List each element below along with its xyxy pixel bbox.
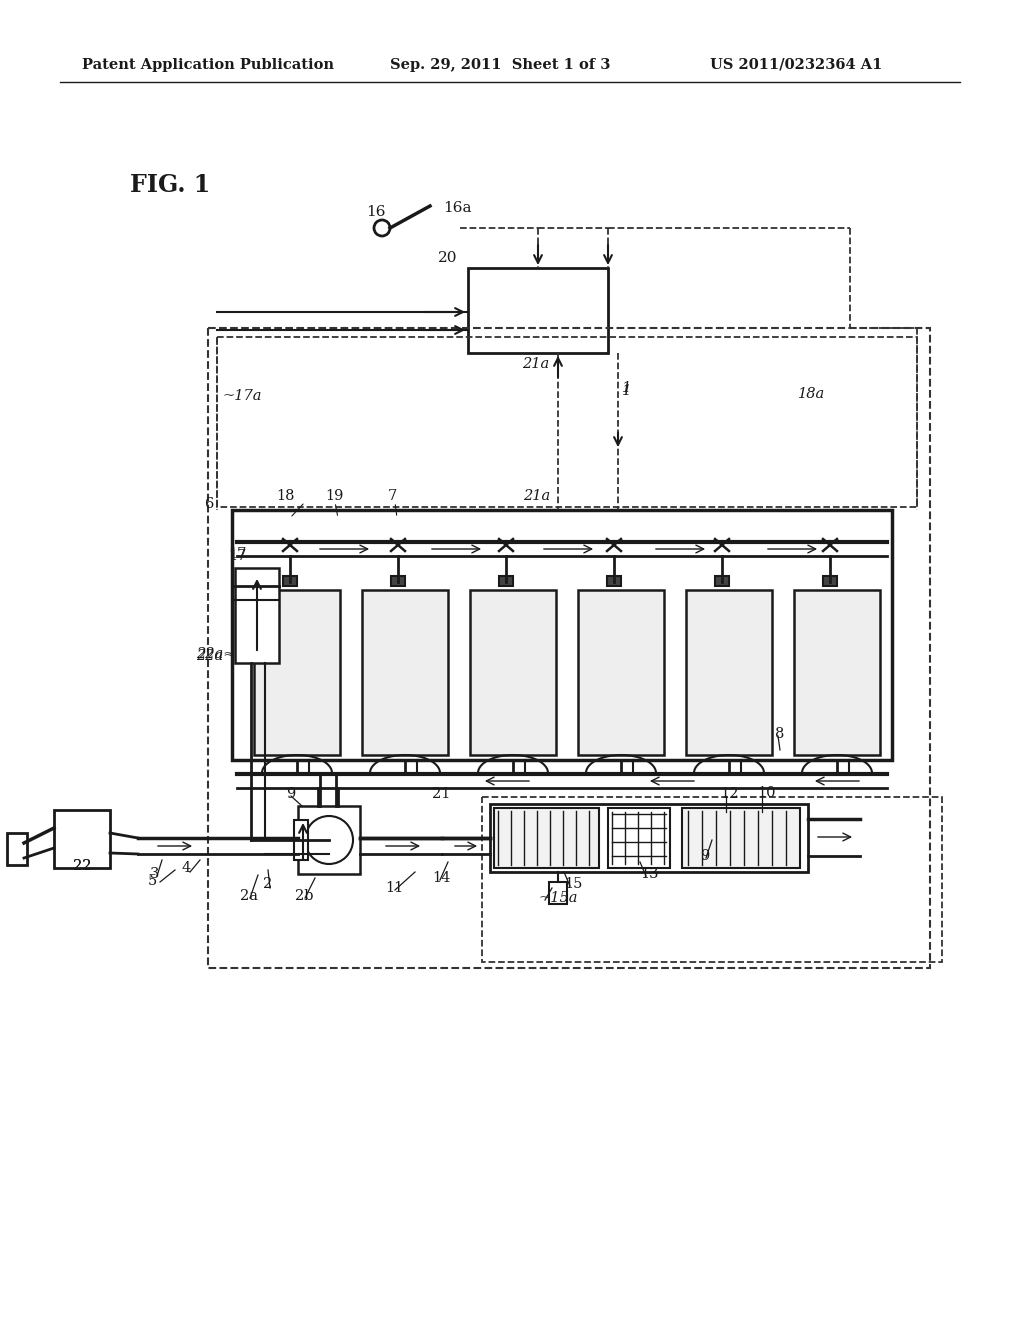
Bar <box>254 590 340 755</box>
Text: 22a~: 22a~ <box>196 647 236 661</box>
Bar <box>482 797 942 962</box>
Text: 10: 10 <box>757 785 775 800</box>
Text: 18: 18 <box>276 488 295 503</box>
Bar <box>494 808 599 869</box>
Text: 21: 21 <box>432 787 451 801</box>
Text: 22: 22 <box>73 859 91 873</box>
Text: Patent Application Publication: Patent Application Publication <box>82 58 334 73</box>
Text: 15: 15 <box>564 876 583 891</box>
Text: US 2011/0232364 A1: US 2011/0232364 A1 <box>710 58 883 73</box>
Bar <box>391 576 406 586</box>
Text: 12: 12 <box>720 787 738 801</box>
Text: 2a: 2a <box>240 888 258 903</box>
Text: 1: 1 <box>622 384 632 399</box>
Text: ~17a: ~17a <box>222 389 261 403</box>
Bar <box>294 820 308 861</box>
Bar <box>54 810 110 869</box>
Text: FIG. 1: FIG. 1 <box>130 173 210 197</box>
Text: 16a: 16a <box>443 201 471 215</box>
Circle shape <box>374 220 390 236</box>
Text: 13: 13 <box>640 867 658 880</box>
Text: 17: 17 <box>228 546 247 561</box>
Bar <box>578 590 664 755</box>
Text: 8: 8 <box>775 727 784 741</box>
Text: 2b: 2b <box>295 888 313 903</box>
Text: 9: 9 <box>286 787 295 801</box>
Bar <box>490 804 808 873</box>
Text: ~15a: ~15a <box>538 891 578 906</box>
Bar <box>298 807 360 874</box>
Bar <box>794 590 880 755</box>
Text: 2: 2 <box>263 876 272 891</box>
Text: 18a: 18a <box>798 387 825 401</box>
Bar <box>232 510 892 760</box>
Bar <box>208 327 930 968</box>
Text: 7: 7 <box>388 488 397 503</box>
Circle shape <box>305 816 353 865</box>
Text: 20: 20 <box>438 251 458 265</box>
Text: 19: 19 <box>325 488 343 503</box>
Text: Sep. 29, 2011  Sheet 1 of 3: Sep. 29, 2011 Sheet 1 of 3 <box>390 58 610 73</box>
Text: 16: 16 <box>366 205 385 219</box>
Text: 5: 5 <box>148 874 158 888</box>
Text: 22: 22 <box>73 859 91 873</box>
Bar <box>470 590 556 755</box>
Bar <box>823 576 837 586</box>
Bar <box>217 337 918 507</box>
Bar <box>686 590 772 755</box>
Bar <box>234 568 279 663</box>
Text: 6: 6 <box>205 498 214 511</box>
Text: 17: 17 <box>228 549 247 564</box>
Text: 14: 14 <box>432 871 451 884</box>
Text: 4: 4 <box>182 861 191 875</box>
Bar <box>715 576 729 586</box>
Bar <box>283 576 297 586</box>
Text: 1: 1 <box>622 381 631 395</box>
Bar <box>549 882 567 904</box>
Bar <box>468 268 608 352</box>
Bar <box>607 576 621 586</box>
Bar <box>7 833 27 865</box>
Bar <box>608 808 670 869</box>
Text: 21a: 21a <box>523 488 550 503</box>
Bar <box>499 576 513 586</box>
Text: 9: 9 <box>700 849 710 863</box>
Text: 3: 3 <box>150 867 160 880</box>
Text: 11: 11 <box>385 880 403 895</box>
Text: 21a: 21a <box>522 356 549 371</box>
Text: 22a~: 22a~ <box>196 649 236 663</box>
Bar <box>682 808 800 869</box>
Bar <box>362 590 449 755</box>
